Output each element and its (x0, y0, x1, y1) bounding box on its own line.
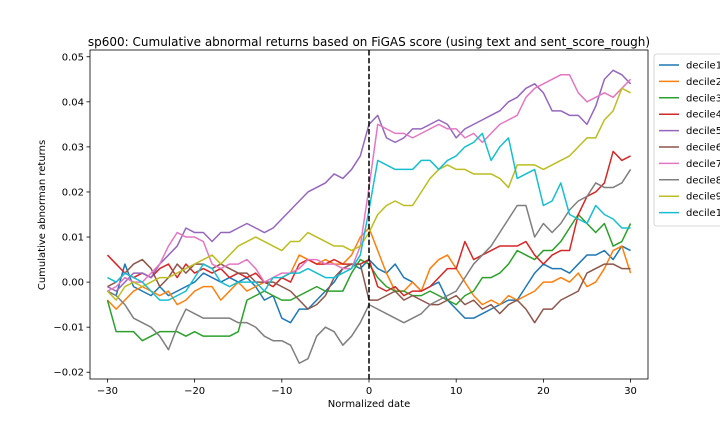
plot-area: −30 −20 −10 0 10 20 30 −0.02 −0.01 0.00 0.01 0.02 0.… (53, 49, 649, 397)
x-axis-label: Normalized date (328, 399, 410, 410)
legend-label-decile3: decile3 (686, 93, 720, 104)
x-tick-label: −10 (271, 386, 292, 397)
x-tick-label: −30 (97, 386, 118, 397)
x-tick-label: −20 (184, 386, 205, 397)
y-tick-label: 0.02 (62, 187, 84, 198)
y-tick-label: 0.04 (62, 97, 84, 108)
y-tick-label: −0.02 (53, 368, 84, 379)
legend-label-decile5: decile5 (686, 126, 720, 137)
legend-label-decile2: decile2 (686, 77, 720, 88)
legend-box (653, 53, 720, 227)
legend-label-decile9: decile9 (686, 192, 720, 203)
y-tick-label: −0.01 (53, 323, 84, 334)
y-axis-label: Cumulative abnorman returns (37, 140, 48, 290)
y-tick-label: 0.00 (62, 278, 84, 289)
x-tick-label: 30 (624, 386, 637, 397)
legend-label-decile4: decile4 (686, 110, 720, 121)
legend-label-decile10: decile10 (686, 208, 720, 219)
legend-label-decile6: decile6 (686, 143, 720, 154)
legend-label-decile7: decile7 (686, 159, 720, 170)
legend-label-decile8: decile8 (686, 175, 720, 186)
legend: decile1 decile2 decile3 decile4 decile5 decil… (653, 53, 720, 227)
chart-title: sp600: Cumulative abnormal returns based… (88, 35, 650, 49)
y-tick-label: 0.05 (62, 52, 84, 63)
x-tick-label: 10 (450, 386, 463, 397)
x-tick-label: 20 (537, 386, 550, 397)
legend-label-decile1: decile1 (686, 61, 720, 72)
y-tick-label: 0.03 (62, 142, 84, 153)
y-tick-label: 0.01 (62, 233, 84, 244)
x-tick-label: 0 (366, 386, 372, 397)
